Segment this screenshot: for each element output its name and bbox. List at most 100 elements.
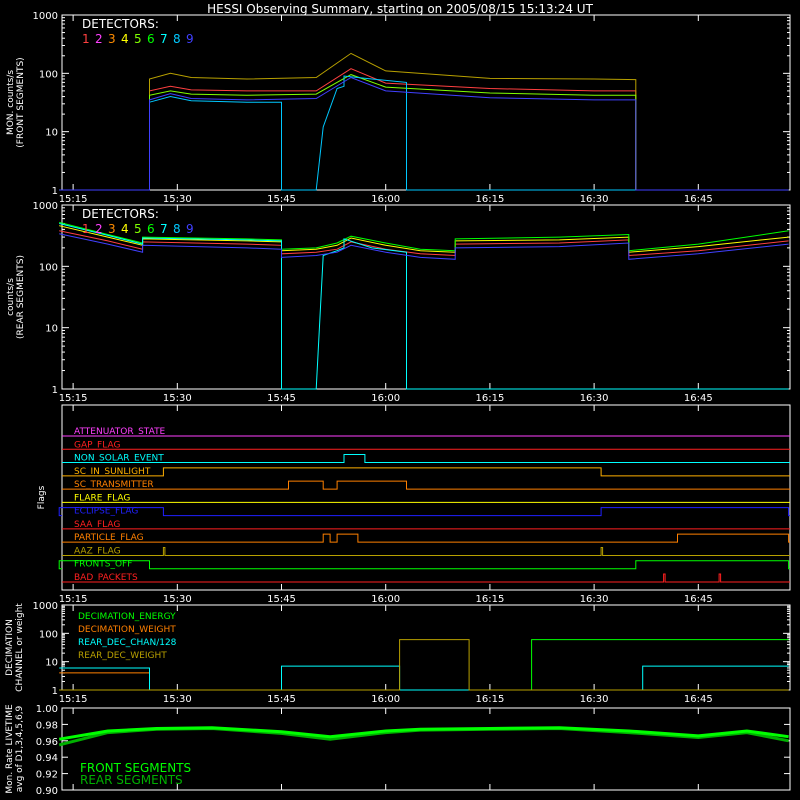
x-tick-label: 16:30 [580, 194, 609, 205]
x-tick-label: 16:15 [475, 393, 504, 404]
y-axis-label: avg of D1,3,4,5,6,9 [15, 705, 25, 792]
flag-line-fronts-off [58, 560, 790, 570]
x-tick-label: 15:45 [267, 194, 296, 205]
legend-rear-dec-chan-128: REAR_DEC_CHAN/128 [78, 638, 177, 648]
legend-detector-3: 3 [108, 32, 116, 46]
flag-line-aaz-flag [62, 546, 790, 556]
y-axis-label: Mon. Rate LIVETIME [5, 704, 15, 794]
legend-rear-dec-weight: REAR_DEC_WEIGHT [78, 651, 167, 661]
x-tick-label: 16:45 [684, 594, 713, 605]
flag-label-sc-transmitter: SC_TRANSMITTER [74, 480, 154, 490]
legend-detector-7: 7 [160, 32, 168, 46]
legend-detector-8: 8 [173, 222, 181, 236]
legend-detector-7: 7 [160, 222, 168, 236]
x-tick-label: 16:30 [580, 594, 609, 605]
x-tick-label: 16:00 [371, 393, 400, 404]
series-line-detector-8 [59, 75, 789, 191]
y-tick-label: 1000 [33, 201, 58, 212]
y-axis-label: MON. counts/s [6, 70, 16, 135]
series-line-detector-7 [59, 221, 789, 252]
y-tick-label: 1000 [33, 601, 58, 612]
legend-decimation-weight: DECIMATION_WEIGHT [78, 625, 176, 635]
x-tick-label: 15:45 [267, 594, 296, 605]
y-tick-label: 0.94 [36, 753, 58, 764]
series-line-detector-9 [59, 76, 789, 191]
x-tick-label: 15:15 [59, 393, 88, 404]
legend-detector-1: 1 [82, 32, 90, 46]
series-line-front-segments [58, 726, 789, 741]
legend-detector-5: 5 [134, 222, 142, 236]
flag-label-particle-flag: PARTICLE_FLAG [74, 533, 144, 543]
x-tick-label: 15:15 [59, 694, 88, 705]
flag-line-particle-flag [62, 533, 790, 543]
legend-detector-4: 4 [121, 222, 129, 236]
x-tick-label: 15:30 [163, 594, 192, 605]
series-line-detector-1 [59, 68, 789, 191]
legend-detector-9: 9 [186, 222, 194, 236]
flag-label-non-solar-event: NON_SOLAR_EVENT [74, 454, 164, 464]
legend-detector-3: 3 [108, 222, 116, 236]
y-tick-label: 0.98 [36, 720, 58, 731]
y-tick-label: 10 [45, 128, 58, 139]
legend-detector-6: 6 [147, 222, 155, 236]
legend-detector-2: 2 [95, 222, 103, 236]
x-tick-label: 16:45 [684, 194, 713, 205]
flag-label-bad-packets: BAD_PACKETS [74, 573, 138, 583]
legend-detector-2: 2 [95, 32, 103, 46]
series-line-detector-5 [59, 74, 789, 191]
flag-label-eclipse-flag: ECLIPSE_FLAG [74, 507, 138, 517]
y-tick-label: 1.00 [36, 704, 58, 715]
legend-detector-9: 9 [186, 32, 194, 46]
legend-detector-8: 8 [173, 32, 181, 46]
y-tick-label: 0.92 [36, 770, 58, 781]
legend-title: DETECTORS: [82, 207, 159, 221]
flag-line-sc-in-sunlight [62, 467, 790, 477]
x-tick-label: 16:15 [475, 694, 504, 705]
series-line-rear-dec-weight [59, 639, 789, 691]
y-tick-label: 100 [39, 629, 58, 640]
series-line-detector-8 [59, 223, 789, 390]
panel-5-frame [61, 707, 791, 791]
y-tick-label: 100 [39, 69, 58, 80]
flag-line-sc-transmitter [62, 480, 790, 490]
x-tick-label: 16:15 [475, 194, 504, 205]
y-tick-label: 1000 [33, 11, 58, 22]
y-axis-label: counts/s [6, 278, 16, 316]
x-tick-label: 16:45 [684, 694, 713, 705]
y-tick-label: 0.96 [36, 737, 58, 748]
legend-rear-segments: REAR SEGMENTS [80, 773, 183, 787]
series-line-detector-4 [59, 52, 789, 191]
flag-label-fronts-off: FRONTS_OFF [74, 560, 132, 570]
panels-group: 15:15 15:30 15:45 16:00 16:15 16:30 16:4511010… [5, 11, 791, 797]
flag-line-non-solar-event [62, 454, 790, 464]
legend-detector-6: 6 [147, 32, 155, 46]
y-axis-label: Flags [37, 485, 47, 509]
flag-label-attenuator-state: ATTENUATOR_STATE [74, 427, 166, 437]
x-tick-label: 16:15 [475, 594, 504, 605]
series-line-detector-9 [59, 233, 789, 260]
x-tick-label: 16:00 [371, 194, 400, 205]
x-tick-label: 15:15 [59, 594, 88, 605]
x-tick-label: 16:00 [371, 594, 400, 605]
y-tick-label: 10 [45, 658, 58, 669]
y-tick-label: 10 [45, 324, 58, 335]
x-tick-label: 15:45 [267, 393, 296, 404]
flag-label-sc-in-sunlight: SC_IN_SUNLIGHT [74, 467, 151, 477]
y-tick-label: 1 [52, 686, 58, 697]
y-axis-label: (REAR SEGMENTS) [16, 255, 26, 339]
x-tick-label: 15:30 [163, 694, 192, 705]
series-line-rear-dec-chan-128 [59, 665, 789, 691]
y-tick-label: 100 [39, 262, 58, 273]
legend-detector-4: 4 [121, 32, 129, 46]
flag-label-gap-flag: GAP_FLAG [74, 440, 120, 450]
legend-title: DETECTORS: [82, 17, 159, 31]
x-tick-label: 16:30 [580, 694, 609, 705]
y-axis-label: CHANNEL or weight [15, 603, 25, 692]
y-axis-label: (FRONT SEGMENTS) [16, 57, 26, 147]
flag-label-aaz-flag: AAZ_FLAG [74, 546, 121, 556]
y-tick-label: 1 [52, 186, 58, 197]
flag-label-flare-flag: FLARE_FLAG [74, 493, 130, 503]
flag-line-eclipse-flag [58, 507, 790, 517]
y-axis-label: DECIMATION [5, 619, 15, 676]
flag-label-saa-flag: SAA_FLAG [74, 520, 120, 530]
